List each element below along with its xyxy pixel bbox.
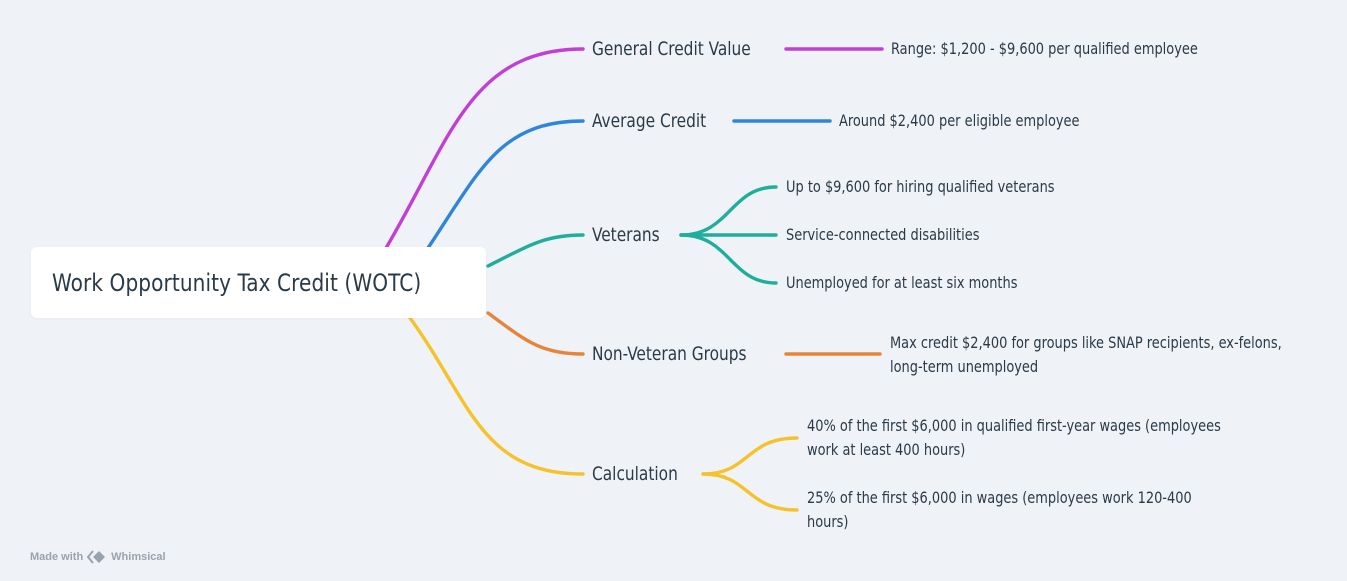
leaf-average-credit-amount[interactable]: Around $2,400 per eligible employee (839, 109, 1079, 133)
branch-label: Veterans (592, 224, 660, 246)
connector-non-veteran-groups (486, 311, 585, 356)
branch-veterans[interactable]: Veterans (592, 224, 660, 246)
watermark-brand: Whimsical (111, 551, 166, 563)
connector-veterans-leaf-3 (679, 233, 778, 285)
whimsical-logo-icon (87, 550, 106, 564)
leaf-non-veteran-max-credit[interactable]: Max credit $2,400 for groups like SNAP r… (890, 331, 1309, 379)
branch-label: General Credit Value (592, 38, 751, 60)
connector-calculation-leaf-2 (701, 472, 799, 512)
leaf-veterans-disabilities[interactable]: Service-connected disabilities (786, 223, 979, 247)
watermark-prefix: Made with (30, 551, 84, 563)
branch-average-credit[interactable]: Average Credit (592, 110, 706, 132)
leaf-label: Unemployed for at least six months (786, 273, 1018, 292)
connector-veterans (486, 233, 585, 268)
root-node-label: Work Opportunity Tax Credit (WOTC) (52, 268, 422, 297)
root-node[interactable]: Work Opportunity Tax Credit (WOTC) (31, 247, 486, 318)
leaf-label: 25% of the first $6,000 in wages (employ… (807, 488, 1192, 531)
leaf-veterans-unemployed[interactable]: Unemployed for at least six months (786, 271, 1017, 295)
leaf-calculation-25-percent[interactable]: 25% of the first $6,000 in wages (employ… (807, 486, 1235, 534)
leaf-calculation-40-percent[interactable]: 40% of the first $6,000 in qualified fir… (807, 414, 1235, 462)
connector-calculation (408, 316, 585, 476)
leaf-veterans-max-credit[interactable]: Up to $9,600 for hiring qualified vetera… (786, 175, 1055, 199)
leaf-label: Range: $1,200 - $9,600 per qualified emp… (891, 39, 1198, 58)
connector-general-credit-value (384, 47, 585, 250)
branch-general-credit-value[interactable]: General Credit Value (592, 38, 751, 60)
connector-veterans-leaf-1 (679, 185, 778, 237)
branch-calculation[interactable]: Calculation (592, 463, 678, 485)
leaf-label: Up to $9,600 for hiring qualified vetera… (786, 177, 1055, 196)
leaf-label: Around $2,400 per eligible employee (839, 111, 1080, 130)
branch-non-veteran-groups[interactable]: Non-Veteran Groups (592, 343, 747, 365)
leaf-label: Max credit $2,400 for groups like SNAP r… (890, 333, 1282, 376)
leaf-label: Service-connected disabilities (786, 225, 980, 244)
branch-label: Non-Veteran Groups (592, 343, 747, 365)
leaf-label: 40% of the first $6,000 in qualified fir… (807, 416, 1221, 459)
connector-calculation-leaf-1 (701, 436, 799, 476)
connector-average-credit (426, 119, 585, 250)
branch-label: Average Credit (592, 110, 707, 132)
made-with-whimsical-badge[interactable]: Made with Whimsical (30, 550, 166, 564)
branch-label: Calculation (592, 463, 678, 485)
leaf-general-credit-range[interactable]: Range: $1,200 - $9,600 per qualified emp… (891, 37, 1198, 61)
